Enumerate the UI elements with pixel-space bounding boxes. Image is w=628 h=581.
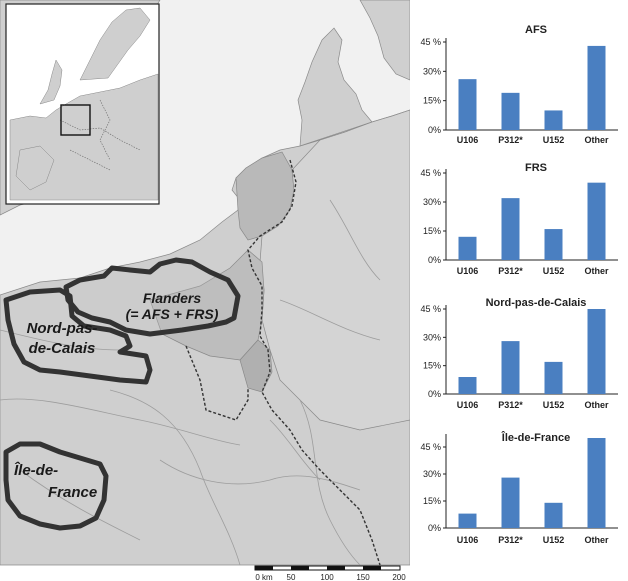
- bar-p312: [501, 92, 520, 130]
- category-label: Other: [584, 266, 609, 276]
- category-label: U152: [543, 400, 565, 410]
- y-tick-label: 0%: [428, 389, 441, 399]
- bar-other: [587, 309, 606, 394]
- category-label: P312*: [498, 400, 523, 410]
- bar-p312: [501, 477, 520, 528]
- y-tick-label: 30%: [423, 469, 441, 479]
- map-panel: Flanders(= AFS + FRS) Nord-pas-de-Calais…: [0, 0, 410, 581]
- bar-u152: [544, 502, 563, 528]
- bar-u106: [458, 236, 477, 260]
- y-tick-label: 45 %: [420, 304, 441, 314]
- internal-boundaries: [0, 199, 381, 566]
- scale-label: 50: [287, 573, 296, 581]
- chart-title: Île-de-France: [501, 431, 570, 444]
- y-tick-label: 30%: [423, 197, 441, 207]
- bar-other: [587, 438, 606, 528]
- bar-u152: [544, 110, 563, 130]
- land-germany: [259, 109, 410, 431]
- category-label: U152: [543, 266, 565, 276]
- scale-label: 200: [392, 573, 406, 581]
- bar-p312: [501, 198, 520, 260]
- chart-frs: FRS 0% 15% 30% 45 % U106 P312* U152 Other: [420, 162, 618, 276]
- region-label-line: Nord-pas-: [27, 320, 98, 337]
- chart-title: AFS: [525, 24, 547, 36]
- y-tick-label: 30%: [423, 332, 441, 342]
- y-tick-label: 0%: [428, 255, 441, 265]
- y-tick-label: 0%: [428, 523, 441, 533]
- category-label: U152: [543, 135, 565, 145]
- y-tick-label: 45 %: [420, 442, 441, 452]
- category-label: P312*: [498, 266, 523, 276]
- region-label-flanders: Flanders(= AFS + FRS): [126, 290, 219, 322]
- inset-europe-map: [5, 3, 160, 205]
- region-label-line: Île-de-: [14, 461, 58, 479]
- category-label: Other: [584, 535, 609, 545]
- category-label: U106: [457, 135, 479, 145]
- chart-nord-pas-de-calais: Nord-pas-de-Calais 0% 15% 30% 45 % U106 P312* U…: [420, 297, 618, 410]
- y-tick-label: 45 %: [420, 168, 441, 178]
- category-label: P312*: [498, 135, 523, 145]
- y-tick-label: 15%: [423, 361, 441, 371]
- category-label: U152: [543, 535, 565, 545]
- category-label: U106: [457, 266, 479, 276]
- chart-title: Nord-pas-de-Calais: [486, 297, 587, 309]
- bar-u106: [458, 513, 477, 528]
- land-denmark: [297, 27, 373, 147]
- region-outline-idf: [3, 441, 109, 531]
- region-label-line: (= AFS + FRS): [126, 306, 219, 322]
- category-label: U106: [457, 535, 479, 545]
- land-sweden: [359, 0, 410, 81]
- bar-u106: [458, 79, 477, 130]
- bar-p312: [501, 341, 520, 394]
- y-tick-label: 15%: [423, 496, 441, 506]
- bar-other: [587, 182, 606, 260]
- charts-panel: AFS 0% 15% 30% 45 % U106 P312* U152 Other FRS 0% 1…: [420, 24, 618, 545]
- region-outline-flanders: [63, 257, 241, 337]
- national-border-2: [185, 345, 249, 421]
- scale-label: 100: [320, 573, 334, 581]
- scale-bar: 0 km 50 100 150 200: [254, 565, 406, 581]
- bar-u152: [544, 229, 563, 260]
- bar-u106: [458, 377, 477, 394]
- chart-afs: AFS 0% 15% 30% 45 % U106 P312* U152 Other: [420, 24, 618, 145]
- bar-other: [587, 45, 606, 130]
- national-border: [247, 159, 381, 566]
- region-label-line: France: [48, 484, 97, 501]
- category-label: U106: [457, 400, 479, 410]
- y-tick-label: 45 %: [420, 37, 441, 47]
- region-label-line: Flanders: [143, 290, 202, 306]
- region-outline-nord: [3, 287, 153, 385]
- region-label-idf: Île-de- France: [14, 461, 97, 501]
- y-tick-label: 30%: [423, 66, 441, 76]
- y-tick-label: 15%: [423, 96, 441, 106]
- land-luxembourg: [239, 339, 273, 393]
- category-label: Other: [584, 400, 609, 410]
- bar-u152: [544, 361, 563, 394]
- chart-title: FRS: [525, 162, 547, 174]
- category-label: Other: [584, 135, 609, 145]
- y-tick-label: 0%: [428, 125, 441, 135]
- category-label: P312*: [498, 535, 523, 545]
- region-label-nord: Nord-pas-de-Calais: [27, 320, 98, 357]
- scale-label: 0 km: [255, 573, 273, 581]
- y-tick-label: 15%: [423, 226, 441, 236]
- scale-label: 150: [356, 573, 370, 581]
- scale-labels: 0 km 50 100 150 200: [255, 573, 406, 581]
- region-label-line: de-Calais: [29, 340, 96, 357]
- chart-ile-de-france: Île-de-France 0% 15% 30% 45 % U106 P312* U152 Ot…: [420, 431, 618, 545]
- inset-focus-box: [60, 104, 91, 136]
